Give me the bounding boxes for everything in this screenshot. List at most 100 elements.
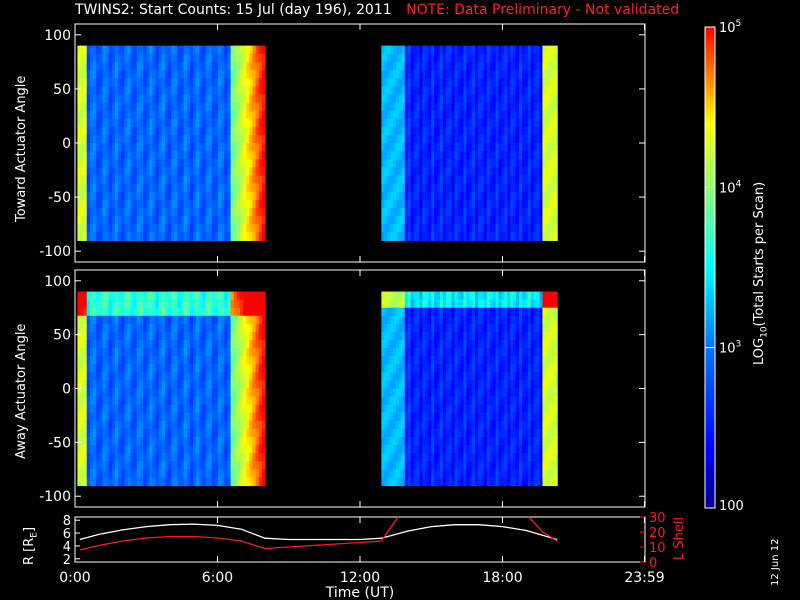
heatmap-cell-toward-1-14-1 [422,53,426,63]
heatmap-cell-toward-1-35-7 [483,102,488,112]
heatmap-cell-toward-1-18-12 [434,143,438,152]
heatmap-cell-away-0-6-23 [96,477,100,487]
heatmap-cell-toward-1-36-21 [486,216,491,225]
heatmap-cell-toward-0-31-3 [174,69,179,79]
heatmap-cell-toward-0-25-0 [155,45,160,55]
heatmap-cell-away-0-53-16 [243,420,247,430]
heatmap-cell-toward-0-19-12 [136,143,141,152]
heatmap-cell-toward-1-59-1 [554,53,558,63]
heatmap-cell-toward-0-10-1 [108,53,113,63]
heatmap-cell-toward-1-1-5 [384,86,388,95]
heatmap-cell-toward-1-16-10 [428,126,432,136]
heatmap-cell-toward-1-0-10 [381,126,385,136]
heatmap-cell-toward-0-48-22 [227,224,232,233]
heatmap-cell-toward-1-37-15 [489,167,494,177]
heatmap-cell-toward-0-16-23 [127,232,132,241]
heatmap-cell-away-0-54-4 [246,323,250,333]
heatmap-cell-toward-1-16-22 [428,224,432,233]
heatmap-cell-away-0-30-5 [171,331,175,341]
heatmap-cell-toward-0-3-17 [86,183,91,193]
heatmap-cell-away-0-54-1 [246,299,250,309]
heatmap-cell-away-1-4-0 [393,291,397,301]
heatmap-cell-away-0-50-14 [233,404,238,414]
heatmap-cell-away-1-22-16 [445,420,450,430]
heatmap-cell-away-1-11-13 [413,396,418,406]
heatmap-cell-away-0-3-22 [86,469,91,478]
heatmap-cell-away-0-50-4 [233,323,238,333]
heatmap-cell-toward-0-56-12 [252,143,257,152]
heatmap-cell-away-1-18-15 [434,412,438,422]
heatmap-cell-toward-0-2-14 [83,159,88,168]
heatmap-cell-away-1-27-5 [460,331,464,341]
heatmap-cell-away-0-21-14 [143,404,147,414]
heatmap-cell-toward-0-8-13 [102,151,107,160]
heatmap-cell-toward-1-49-16 [524,175,529,185]
heatmap-cell-toward-1-26-8 [457,110,462,120]
heatmap-cell-away-0-42-16 [208,420,213,430]
heatmap-cell-toward-1-38-22 [492,224,497,233]
heatmap-cell-toward-0-17-11 [130,134,135,144]
heatmap-cell-away-0-37-15 [193,412,197,422]
heatmap-cell-toward-1-15-18 [425,191,429,201]
heatmap-cell-away-0-59-2 [261,307,266,317]
heatmap-cell-toward-0-36-2 [189,61,194,71]
heatmap-cell-away-1-18-23 [434,477,438,487]
heatmap-cell-toward-0-45-8 [218,110,222,120]
heatmap-cell-toward-0-55-13 [249,151,254,160]
heatmap-cell-toward-1-17-2 [431,61,435,71]
heatmap-cell-toward-1-1-6 [384,94,388,104]
heatmap-cell-away-1-1-19 [384,445,388,454]
heatmap-cell-toward-0-56-4 [252,78,257,87]
heatmap-cell-away-0-2-4 [83,323,88,333]
heatmap-cell-away-0-20-5 [139,331,144,341]
heatmap-cell-toward-0-26-21 [158,216,163,225]
heatmap-cell-away-0-33-14 [180,404,185,414]
heatmap-cell-away-1-21-10 [442,372,447,382]
heatmap-cell-away-1-23-6 [448,340,453,349]
heatmap-cell-away-0-52-9 [239,364,244,373]
heatmap-cell-toward-1-51-19 [530,199,535,209]
heatmap-cell-away-1-16-6 [428,340,432,349]
heatmap-cell-away-0-3-2 [86,307,91,317]
heatmap-cell-toward-1-25-3 [454,69,459,79]
heatmap-cell-away-0-51-5 [236,331,241,341]
heatmap-cell-toward-0-55-0 [249,45,254,55]
heatmap-cell-toward-1-21-22 [442,224,447,233]
heatmap-cell-toward-1-22-11 [445,134,450,144]
heatmap-cell-toward-0-45-3 [218,69,222,79]
heatmap-cell-toward-0-11-16 [111,175,116,185]
heatmap-cell-toward-0-11-6 [111,94,116,104]
heatmap-cell-toward-1-58-12 [551,143,555,152]
heatmap-cell-toward-0-14-15 [121,167,125,177]
heatmap-cell-away-1-3-8 [390,356,394,365]
heatmap-cell-toward-1-17-12 [431,143,435,152]
heatmap-cell-away-0-40-10 [202,372,207,382]
heatmap-cell-toward-1-11-9 [413,118,418,128]
heatmap-cell-away-1-3-21 [390,461,394,470]
heatmap-cell-away-0-47-13 [224,396,229,406]
heatmap-cell-away-1-14-1 [422,299,426,309]
heatmap-cell-toward-1-14-16 [422,175,426,185]
heatmap-cell-away-0-33-0 [180,291,185,301]
heatmap-cell-away-0-31-17 [174,428,179,438]
heatmap-cell-toward-1-8-1 [404,53,409,63]
heatmap-cell-toward-0-31-7 [174,102,179,112]
heatmap-cell-toward-1-43-5 [507,86,511,95]
heatmap-cell-away-1-5-14 [396,404,400,414]
heatmap-cell-away-0-31-22 [174,469,179,478]
heatmap-cell-away-0-21-8 [143,356,147,365]
heatmap-cell-away-1-10-23 [410,477,415,487]
heatmap-cell-toward-0-37-21 [193,216,197,225]
heatmap-cell-toward-1-22-15 [445,167,450,177]
heatmap-cell-away-0-31-8 [174,356,179,365]
heatmap-cell-toward-0-8-2 [102,61,107,71]
heatmap-cell-away-0-10-8 [108,356,113,365]
heatmap-cell-toward-0-16-13 [127,151,132,160]
heatmap-cell-away-0-26-7 [158,348,163,357]
heatmap-cell-toward-1-31-22 [472,224,476,233]
heatmap-cell-away-1-12-21 [416,461,421,470]
heatmap-cell-toward-1-38-21 [492,216,497,225]
heatmap-cell-toward-0-35-4 [186,78,191,87]
heatmap-cell-toward-0-50-13 [233,151,238,160]
heatmap-cell-away-0-55-5 [249,331,254,341]
